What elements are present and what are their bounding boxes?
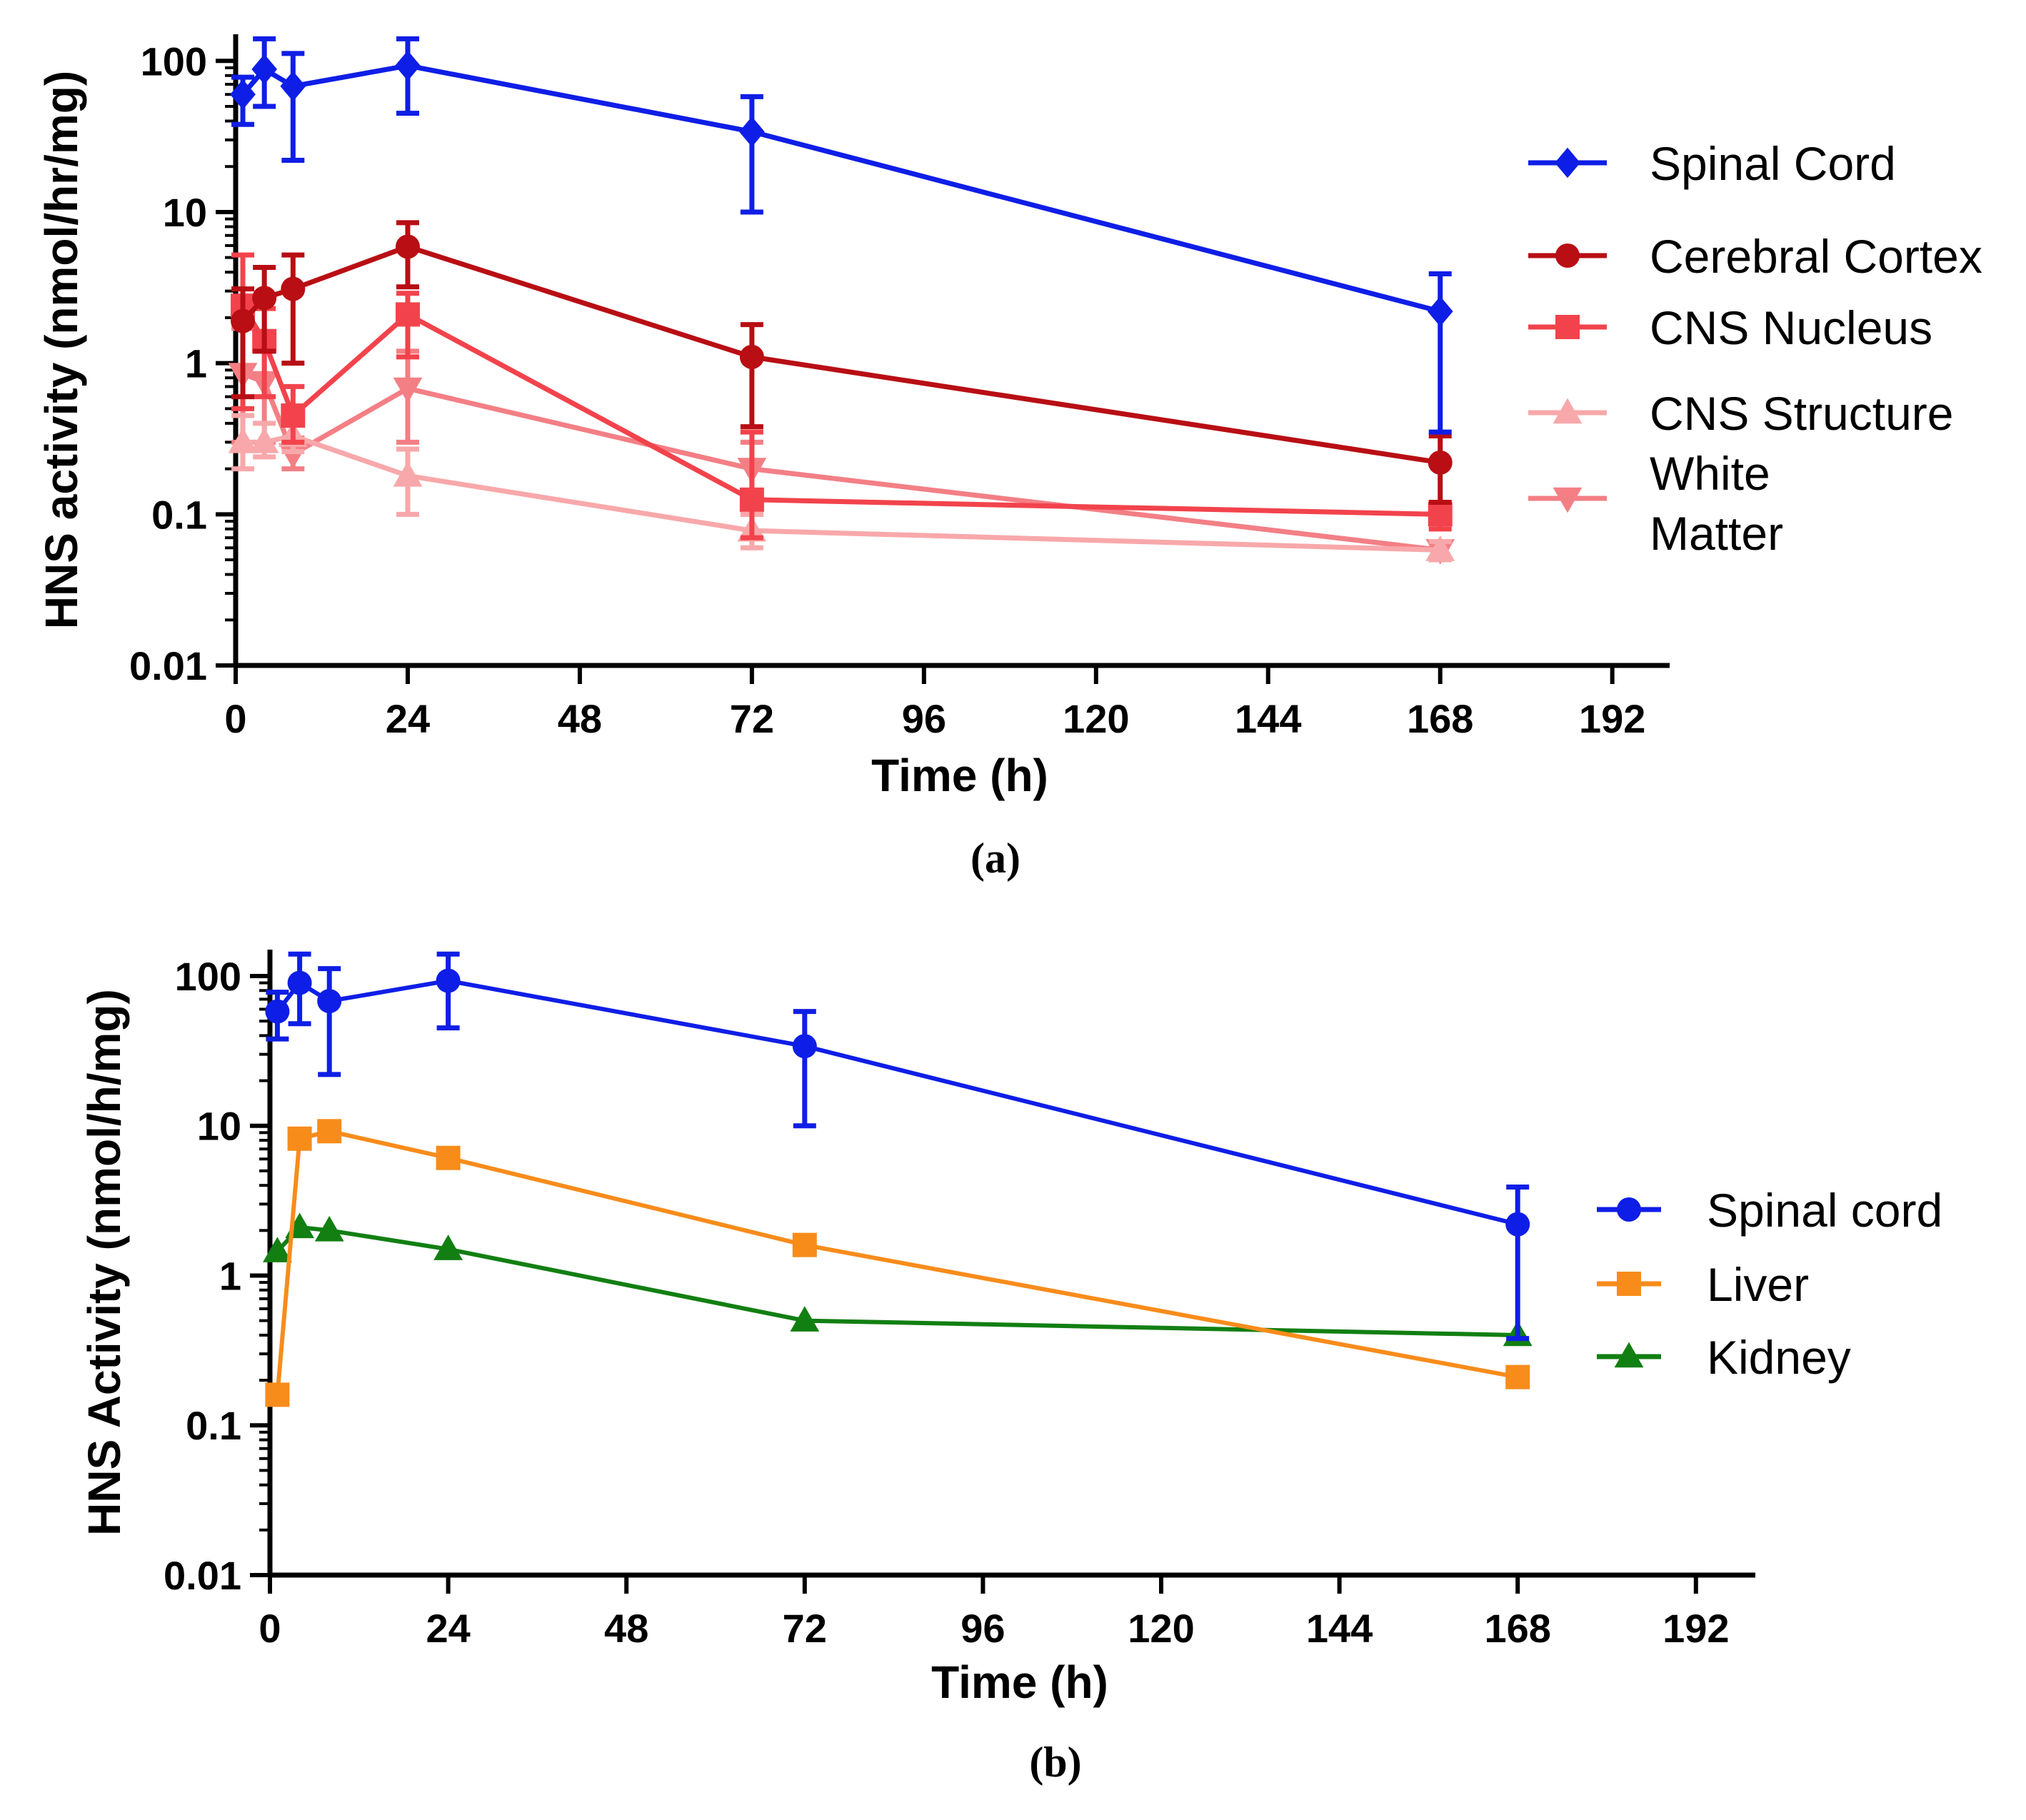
data-point — [228, 427, 258, 453]
x-tick-label: 48 — [604, 1606, 648, 1651]
data-point — [395, 302, 420, 327]
y-axis-title: HNS activity (nmol/hr/mg) — [36, 71, 87, 629]
y-tick-label: 0.01 — [164, 1553, 241, 1598]
legend-marker — [1553, 398, 1583, 424]
legend-label: CNS Nucleus — [1650, 301, 1932, 354]
y-tick-label: 1 — [219, 1253, 241, 1298]
legend-label: White Matter — [1650, 447, 1783, 560]
data-point — [231, 308, 256, 333]
data-point — [265, 999, 290, 1024]
data-point — [263, 1237, 292, 1262]
data-point — [436, 968, 461, 993]
data-point — [739, 116, 765, 147]
x-axis-title: Time (h) — [871, 750, 1048, 801]
y-axis-title: HNS Activity (nmol/h/mg) — [79, 989, 130, 1536]
x-tick-label: 96 — [961, 1606, 1005, 1651]
data-point — [249, 427, 279, 453]
x-tick-label: 24 — [386, 696, 430, 741]
x-tick-label: 120 — [1063, 696, 1129, 741]
data-point — [281, 403, 306, 428]
x-tick-label: 0 — [224, 696, 246, 741]
data-point — [280, 71, 306, 101]
series-line — [276, 978, 1518, 1227]
data-point — [251, 54, 278, 85]
legend-marker — [1617, 1272, 1641, 1296]
legend-label: CNS Structure — [1650, 387, 1953, 440]
data-point — [395, 234, 420, 259]
y-tick-label: 0.1 — [186, 1403, 241, 1448]
data-point — [281, 276, 306, 301]
data-point — [230, 79, 256, 110]
data-point — [287, 970, 312, 995]
legend-label: Cerebral Cortex — [1650, 230, 1982, 283]
x-tick-label: 120 — [1128, 1606, 1194, 1651]
data-point — [287, 1126, 312, 1151]
series-line — [275, 1129, 1518, 1395]
x-axis-title: Time (h) — [931, 1656, 1108, 1708]
legend-label: Liver — [1707, 1258, 1809, 1311]
data-point — [395, 50, 421, 81]
x-tick-label: 72 — [730, 696, 774, 741]
data-point — [1428, 502, 1453, 527]
legend-label: Spinal Cord — [1650, 137, 1896, 190]
data-point — [317, 989, 342, 1014]
legend-marker — [1614, 1342, 1644, 1368]
x-tick-label: 144 — [1306, 1606, 1373, 1651]
data-point — [1425, 535, 1455, 561]
data-point — [314, 1215, 344, 1242]
data-point — [393, 461, 423, 487]
data-point — [252, 286, 277, 311]
y-tick-label: 1 — [185, 341, 207, 386]
legend-marker — [1553, 487, 1583, 513]
panel-label: (a) — [971, 835, 1020, 882]
data-point — [792, 1232, 817, 1257]
x-tick-label: 192 — [1663, 1606, 1729, 1651]
y-tick-label: 100 — [175, 954, 241, 999]
data-point — [393, 377, 423, 403]
x-tick-label: 168 — [1407, 696, 1473, 741]
data-point — [436, 1145, 461, 1170]
series-line — [241, 371, 1441, 553]
legend-marker — [1555, 147, 1580, 179]
data-point — [1505, 1212, 1530, 1237]
data-point — [1428, 450, 1453, 475]
x-tick-label: 168 — [1484, 1606, 1550, 1651]
data-point — [317, 1119, 342, 1144]
y-tick-label: 10 — [163, 190, 207, 235]
data-point — [790, 1306, 820, 1332]
x-tick-label: 144 — [1235, 696, 1301, 741]
y-tick-label: 0.1 — [151, 492, 207, 537]
x-tick-label: 192 — [1579, 696, 1645, 741]
x-tick-label: 48 — [558, 696, 602, 741]
x-tick-label: 96 — [902, 696, 946, 741]
data-point — [1427, 296, 1453, 327]
legend-label: Kidney — [1707, 1331, 1851, 1384]
series-line — [243, 433, 1440, 553]
panel-label: (b) — [1029, 1739, 1081, 1786]
y-tick-label: 10 — [197, 1104, 241, 1149]
legend-marker — [1555, 243, 1580, 268]
data-point — [739, 487, 764, 512]
legend-marker — [1555, 315, 1580, 339]
y-tick-label: 0.01 — [129, 643, 207, 688]
series-line — [241, 63, 1441, 314]
data-point — [433, 1235, 463, 1260]
series-line — [241, 304, 1440, 517]
legend-marker — [1617, 1197, 1641, 1222]
legend-label: Spinal cord — [1707, 1184, 1942, 1237]
data-point — [792, 1034, 817, 1059]
data-point — [1505, 1364, 1530, 1389]
data-point — [265, 1382, 290, 1407]
y-tick-label: 100 — [141, 39, 207, 84]
data-point — [739, 344, 764, 369]
x-tick-label: 72 — [783, 1606, 827, 1651]
series-line — [241, 243, 1441, 466]
x-tick-label: 0 — [259, 1606, 281, 1651]
series-line — [276, 1225, 1518, 1337]
x-tick-label: 24 — [426, 1606, 470, 1651]
